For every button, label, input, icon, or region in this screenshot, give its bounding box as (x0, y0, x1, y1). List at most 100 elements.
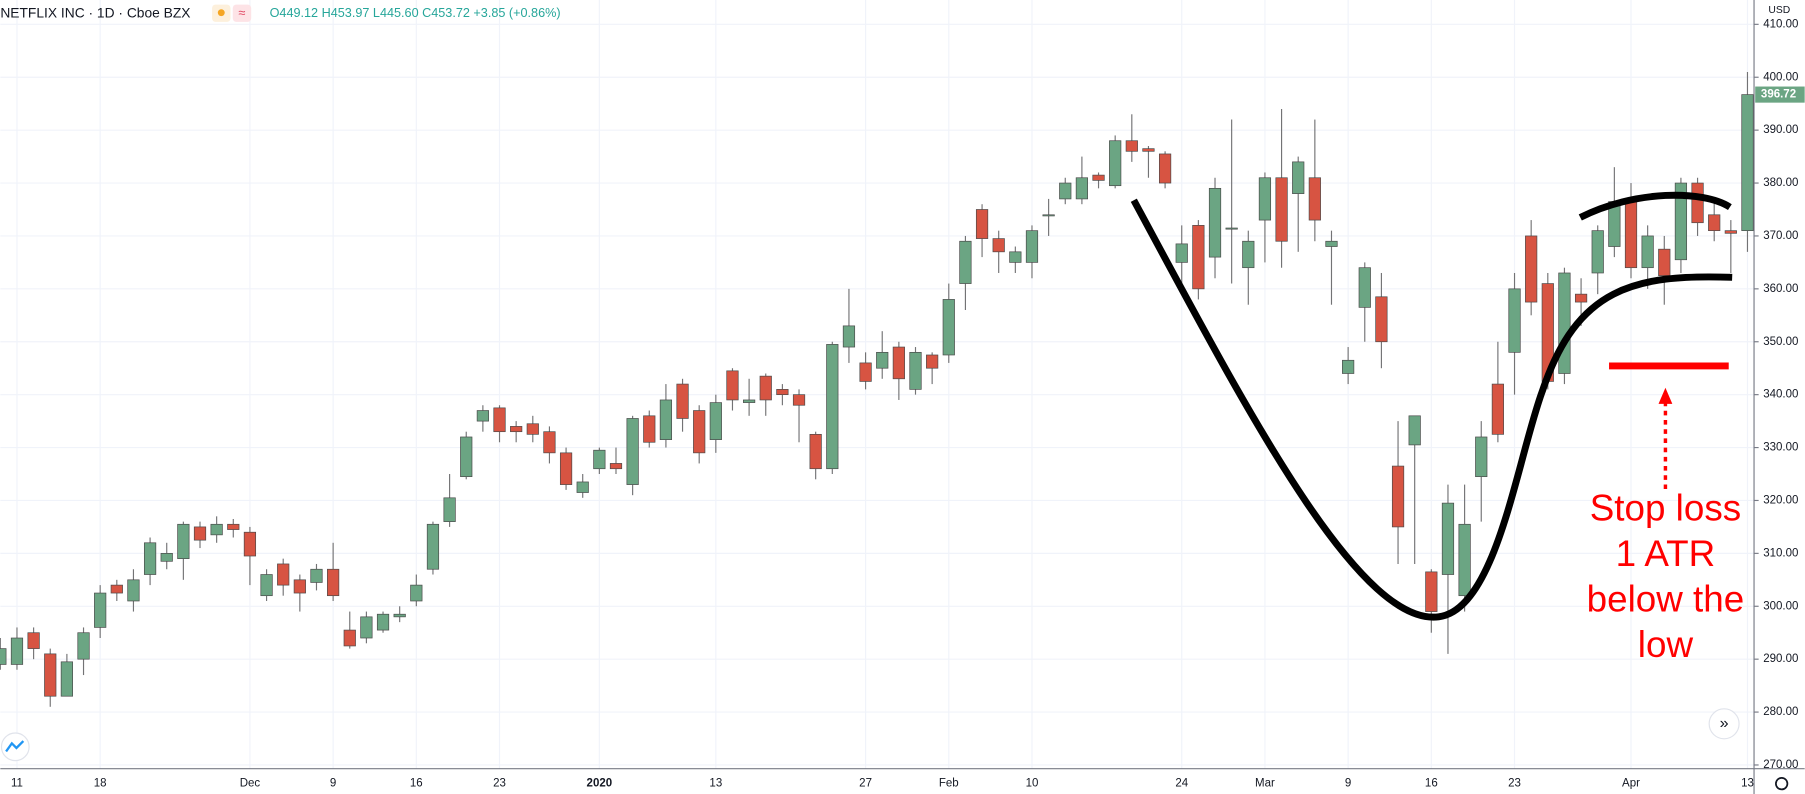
candle-body (1158, 153, 1172, 184)
x-tick-label: 2020 (587, 778, 613, 790)
candle-body (1458, 523, 1471, 597)
candle-body (410, 584, 423, 602)
y-tick-label: 270.00 (1763, 759, 1798, 771)
candle-body (1574, 293, 1588, 303)
candle-body (227, 523, 240, 530)
x-tick-label: 13 (1741, 778, 1754, 790)
candle-body (792, 394, 806, 406)
candle-body (376, 613, 390, 631)
x-tick-label: 11 (11, 778, 23, 790)
handle-curve (1578, 191, 1732, 221)
x-tick-label: 13 (709, 778, 722, 790)
y-tick-label: 280.00 (1763, 706, 1798, 718)
candle-body (343, 629, 356, 647)
ohlc-values: O449.12 H453.97 L445.60 C453.72 +3.85 (+… (270, 6, 561, 20)
candle-body (1508, 288, 1521, 353)
candle-body (1142, 148, 1155, 152)
candle-body (1425, 571, 1438, 612)
x-tick-label: 10 (1026, 778, 1039, 790)
annotation-line: 1 ATR (1616, 533, 1716, 574)
candle-body (876, 351, 889, 369)
y-tick-label: 400.00 (1763, 71, 1798, 83)
candle-body (443, 497, 456, 522)
candle-body (1391, 465, 1405, 528)
candle-body (210, 523, 223, 536)
candle-body (1641, 235, 1654, 269)
candle-body (460, 436, 473, 478)
candle-body (1441, 502, 1455, 575)
x-tick-label: Feb (939, 778, 959, 790)
candle-body (992, 238, 1005, 253)
settings-icon[interactable] (1775, 777, 1789, 791)
candle-body (1525, 235, 1538, 303)
y-tick-label: 410.00 (1763, 18, 1798, 30)
candle-body (1025, 230, 1039, 263)
x-tick-label: 18 (94, 778, 107, 790)
logo-glyph (5, 740, 25, 753)
candle-body (77, 632, 90, 660)
candle-body (1042, 214, 1055, 217)
candle-body (1325, 240, 1338, 247)
candle-body (193, 526, 207, 541)
candle-body (1009, 251, 1022, 263)
candle-body (1192, 225, 1205, 290)
y-tick-label: 310.00 (1763, 547, 1798, 559)
candle-body (1491, 383, 1504, 435)
candle-body (1591, 230, 1604, 274)
candle-body (609, 463, 623, 470)
candle-body (510, 426, 523, 433)
candle-body (1125, 140, 1138, 152)
candle-body (593, 449, 606, 470)
candle-body (94, 592, 107, 628)
x-tick-label: 27 (859, 778, 872, 790)
icon-wave[interactable] (232, 4, 252, 22)
candle-body (260, 574, 273, 597)
annotation-line: below the (1587, 579, 1745, 620)
y-tick-label: 340.00 (1763, 389, 1798, 401)
candle-body (709, 402, 722, 440)
candle-body (693, 410, 706, 454)
candle-body (676, 383, 689, 419)
candle-body (360, 616, 373, 639)
scroll-button-glyph: » (1720, 714, 1729, 732)
candle-body (1624, 198, 1638, 269)
candle-body (127, 579, 140, 602)
candle-body (1741, 94, 1754, 232)
candle-body (643, 415, 656, 443)
y-tick-label: 390.00 (1763, 124, 1798, 136)
candle-body (1724, 230, 1737, 234)
x-tick-label: 9 (1345, 778, 1351, 790)
candle-body (1059, 182, 1072, 200)
candle-body (1109, 140, 1122, 187)
candle-body (1075, 177, 1088, 200)
candle-body (277, 563, 290, 586)
scroll-button[interactable] (1708, 708, 1740, 740)
cup-curve (1130, 198, 1733, 621)
candle-body (1708, 214, 1721, 232)
candle-body (393, 613, 406, 618)
candle-body (60, 661, 73, 697)
candle-body (543, 431, 556, 454)
candle-body (859, 362, 872, 382)
candle-body (975, 209, 989, 239)
candle-body (726, 370, 739, 401)
x-tick-label: 9 (330, 778, 336, 790)
candle-body (1092, 174, 1105, 181)
candle-body (809, 433, 822, 470)
candle-body (926, 354, 939, 369)
last-price-tag (1755, 86, 1805, 103)
candle-body (1408, 415, 1421, 446)
candle-body (1208, 187, 1222, 258)
y-tick-label: 320.00 (1763, 494, 1798, 506)
candle-body (1308, 177, 1321, 221)
currency: USD (1768, 5, 1790, 16)
x-tick-label: 23 (493, 778, 506, 790)
candle-body (1242, 240, 1255, 269)
x-tick-label: Apr (1622, 778, 1640, 790)
last-price-label: 396.72 (1761, 89, 1796, 101)
y-tick-label: 290.00 (1763, 653, 1798, 665)
candle-body (1292, 161, 1305, 194)
x-tick-label: 16 (410, 778, 423, 790)
candle-body (1175, 243, 1188, 263)
